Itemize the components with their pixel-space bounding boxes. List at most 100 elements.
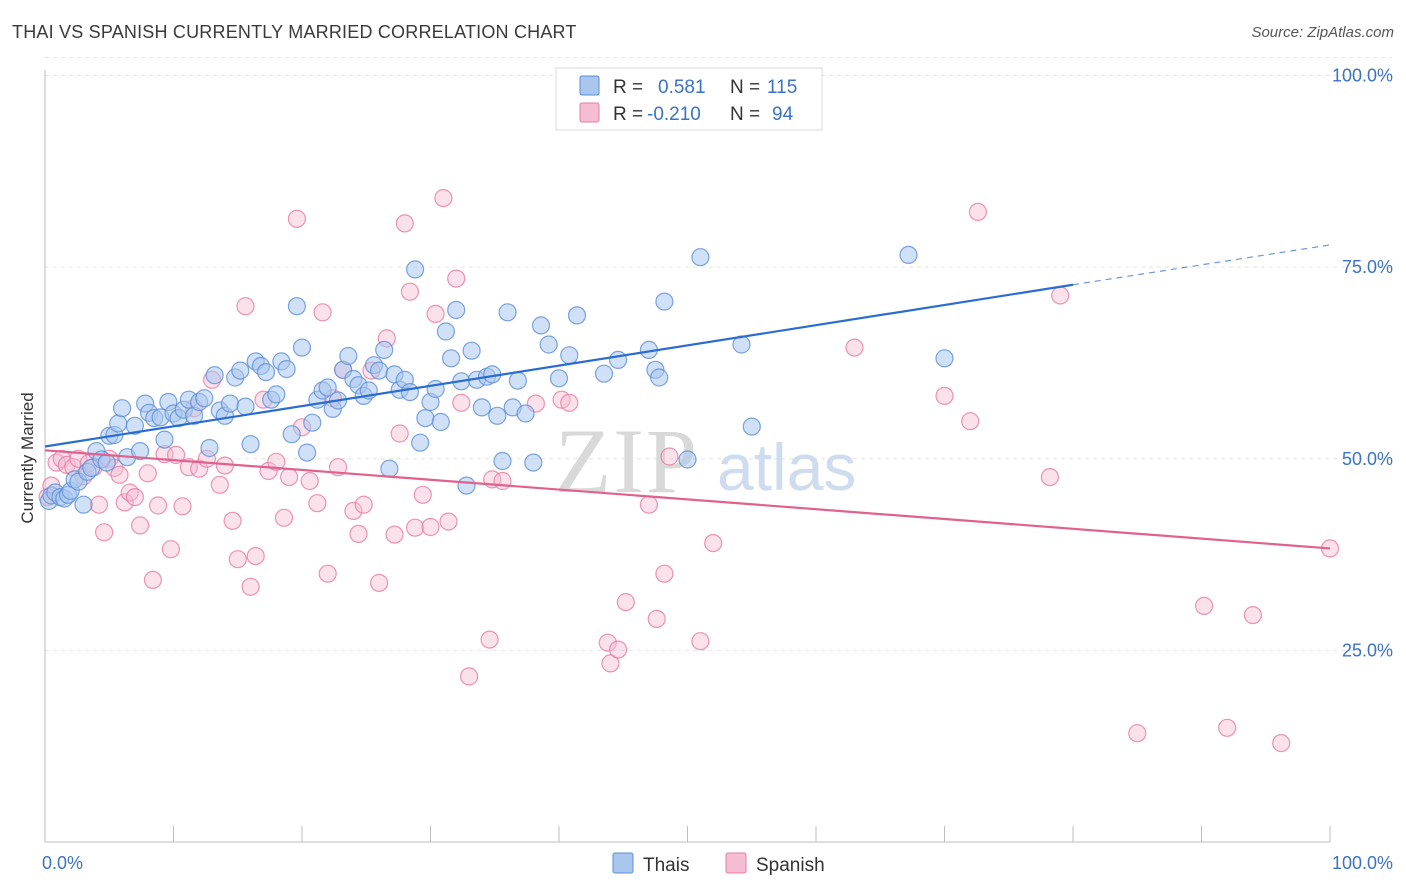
spanish-point-47 (313, 303, 332, 322)
thai-point-82 (442, 349, 461, 368)
spanish-point-28 (190, 459, 209, 478)
thai-point-51 (282, 425, 301, 444)
spanish-point-77 (598, 633, 617, 652)
thai-point-62 (339, 346, 358, 366)
legend-thai-r-label: R = (613, 77, 643, 98)
watermark-atlas: atlas (717, 430, 856, 504)
thai-point-96 (516, 404, 535, 423)
x-tick-label-1: 100.0% (1332, 853, 1393, 873)
spanish-point-18 (131, 516, 150, 535)
spanish-point-63 (413, 485, 432, 504)
chart-title: THAI VS SPANISH CURRENTLY MARRIED CORREL… (12, 22, 577, 42)
thai-point-101 (560, 346, 579, 365)
spanish-point-25 (173, 497, 192, 516)
spanish-point-97 (1272, 733, 1291, 753)
spanish-point-35 (236, 297, 255, 316)
thai-point-77 (416, 409, 435, 428)
spanish-point-80 (616, 592, 635, 612)
spanish-point-20 (143, 570, 162, 590)
thai-point-113 (899, 245, 918, 264)
spanish-point-70 (460, 667, 479, 686)
spanish-point-69 (452, 393, 471, 412)
spanish-point-56 (370, 573, 389, 593)
thai-point-107 (650, 368, 669, 387)
spanish-point-93 (1128, 724, 1147, 743)
thai-point-53 (292, 338, 312, 357)
y-tick-label-1: 50.0% (1342, 449, 1393, 469)
bottom-legend-thai-swatch (612, 852, 634, 874)
thai-point-69 (375, 340, 394, 359)
thai-point-55 (303, 413, 322, 432)
bottom-legend-spanish-label: Spanish (756, 855, 825, 876)
spanish-point-58 (385, 525, 404, 544)
thai-point-97 (524, 453, 543, 472)
legend-thai-n-label: N = (730, 77, 760, 98)
spanish-point-65 (426, 304, 445, 323)
spanish-point-76 (560, 393, 579, 412)
thai-point-52 (287, 297, 306, 316)
spanish-point-87 (845, 338, 864, 357)
thai-point-41 (231, 361, 250, 380)
spanish-point-17 (125, 488, 144, 507)
thai-point-110 (691, 248, 710, 267)
spanish-point-86 (704, 533, 723, 553)
spanish-point-21 (149, 496, 168, 515)
x-tick-label-0: 0.0% (42, 853, 83, 873)
spanish-point-71 (480, 630, 499, 649)
thai-point-20 (125, 416, 144, 435)
legend-spanish-r-label: R = (613, 104, 643, 125)
axes (44, 70, 1331, 843)
spanish-point-90 (968, 202, 988, 221)
spanish-point-64 (421, 517, 440, 537)
legend-spanish-swatch (579, 102, 600, 123)
spanish-point-82 (647, 609, 666, 629)
thai-point-98 (531, 316, 551, 335)
thai-point-91 (488, 406, 507, 425)
spanish-point-89 (961, 412, 980, 431)
spanish-point-95 (1218, 718, 1237, 737)
spanish-point-37 (246, 546, 265, 566)
thai-point-80 (431, 412, 450, 432)
spanish-point-11 (94, 523, 114, 542)
spanish-point-6 (69, 449, 88, 468)
spanish-point-96 (1243, 605, 1263, 625)
thai-point-43 (241, 435, 260, 454)
y-axis-label: Currently Married (18, 392, 37, 523)
spanish-point-19 (138, 464, 157, 483)
spanish-point-45 (300, 471, 319, 491)
thai-point-58 (318, 378, 337, 397)
thai-point-112 (742, 417, 761, 436)
y-tick-label-3: 100.0% (1332, 66, 1393, 86)
thai-point-114 (935, 349, 954, 368)
spanish-point-85 (691, 632, 710, 651)
spanish-point-81 (639, 495, 659, 514)
thai-point-26 (155, 430, 174, 449)
spanish-point-68 (447, 269, 466, 288)
y-tick-label-2: 75.0% (1342, 257, 1393, 277)
legend-thai-swatch (579, 75, 600, 96)
spanish-point-91 (1040, 468, 1060, 487)
spanish-point-78 (601, 654, 620, 673)
spanish-point-66 (434, 189, 453, 208)
thai-point-88 (472, 398, 491, 417)
y-tick-label-0: 25.0% (1342, 640, 1393, 660)
thai-point-54 (298, 443, 317, 462)
thai-point-83 (447, 300, 466, 320)
legend-thai-r-value: 0.581 (658, 77, 706, 98)
thai-point-93 (498, 303, 517, 322)
spanish-point-94 (1194, 596, 1214, 616)
thai-point-76 (411, 433, 430, 452)
thai-trend-line (44, 283, 1074, 448)
thai-point-81 (436, 322, 455, 341)
gridlines (45, 57, 1392, 651)
watermark: ZIP atlas (555, 410, 856, 512)
legend-top: R = 0.581 N = 115 R = -0.210 N = 94 (555, 67, 823, 131)
thai-point-35 (200, 438, 219, 458)
spanish-point-48 (318, 564, 337, 583)
spanish-point-62 (406, 518, 425, 537)
data-points (38, 189, 1340, 753)
thai-point-34 (195, 389, 214, 408)
thai-point-68 (370, 361, 389, 380)
spanish-point-79 (608, 640, 628, 659)
